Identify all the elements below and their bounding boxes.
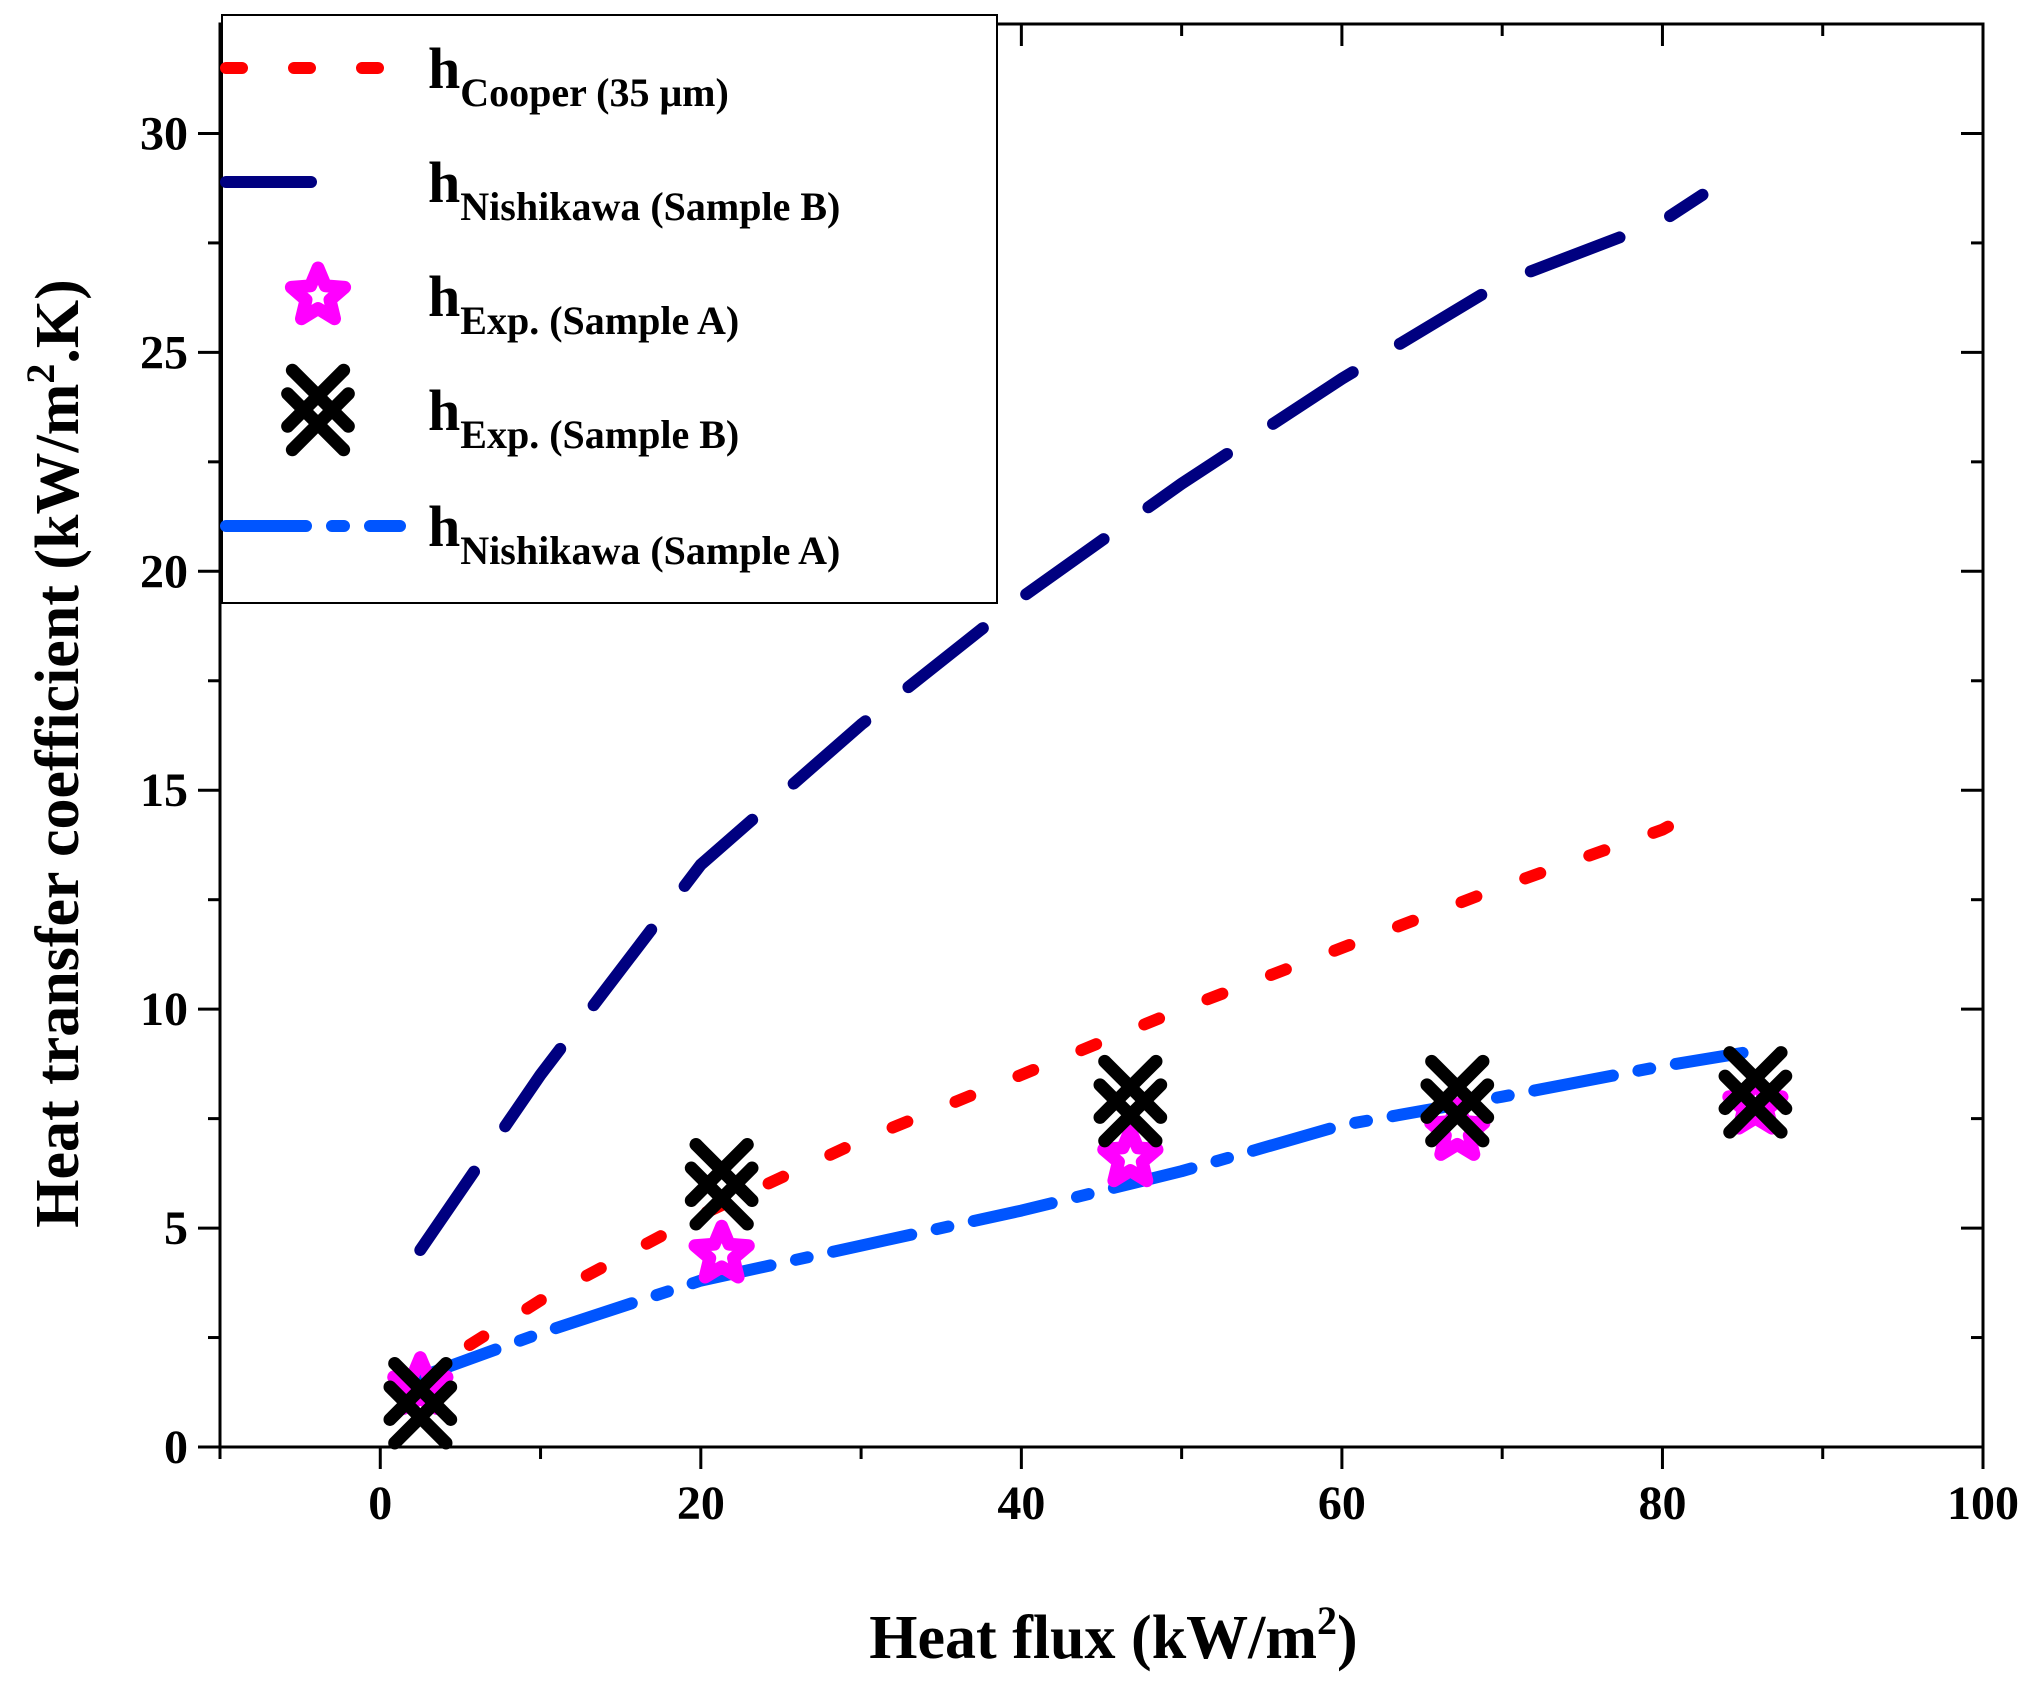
double-x-stroke [1098, 1078, 1168, 1148]
legend-label-exp-b: hExp. (Sample B) [428, 378, 739, 457]
y-tick-label: 20 [140, 545, 188, 598]
data-point-double-x [1420, 1054, 1495, 1148]
legend-swatch-exp-b [281, 363, 355, 457]
double-x-stroke [684, 1138, 754, 1208]
plot-frame [218, 22, 1985, 1449]
legend: hCooper (35 μm) hNishikawa (Sample B) hE… [220, 14, 998, 604]
legend-label-exp-a: hExp. (Sample A) [428, 264, 739, 343]
y-tick-label: 15 [140, 764, 188, 817]
double-x-stroke [388, 1380, 458, 1450]
legend-entry-exp-a: hExp. (Sample A) [284, 261, 739, 343]
data-point-double-x [383, 1356, 458, 1450]
y-tick-label: 10 [140, 983, 188, 1036]
double-x-stroke [285, 387, 355, 457]
legend-star-marker [284, 261, 352, 326]
y-tick-label: 30 [140, 107, 188, 160]
plot-series [383, 188, 1793, 1450]
series-line-nishikawa-sample-b- [414, 188, 1709, 1256]
legend-label-nishikawa-b: hNishikawa (Sample B) [428, 150, 840, 229]
double-x-stroke [1420, 1054, 1490, 1124]
double-x-stroke [689, 1161, 759, 1231]
legend-label-nishikawa-a: hNishikawa (Sample A) [428, 494, 840, 573]
legend-double-x-marker [281, 363, 355, 457]
x-tick-label: 100 [1947, 1477, 2019, 1530]
x-axis-label: Heat flux (kW/m2) [869, 1598, 1357, 1672]
legend-label-cooper: hCooper (35 μm) [428, 36, 729, 115]
y-tick-label: 0 [164, 1421, 188, 1474]
data-point-double-x [1093, 1054, 1168, 1148]
data-point-double-x [684, 1138, 759, 1231]
x-tick-label: 20 [677, 1477, 725, 1530]
legend-entry-cooper: hCooper (35 μm) [220, 36, 729, 115]
x-tick-label: 0 [368, 1477, 392, 1530]
legend-swatch-exp-a [284, 261, 352, 326]
double-x-stroke [383, 1356, 453, 1426]
legend-entry-exp-b: hExp. (Sample B) [281, 363, 739, 457]
data-point-star [688, 1219, 755, 1284]
series-line-cooper-35-m- [406, 806, 1701, 1388]
x-tick-label: 80 [1638, 1477, 1686, 1530]
y-tick-label: 25 [140, 326, 188, 379]
y-axis-label: Heat transfer coefficient (kW/m2.K) [18, 279, 92, 1228]
data-point-star [1424, 1097, 1491, 1161]
double-x-stroke [1093, 1054, 1163, 1124]
double-x-stroke [1718, 1046, 1788, 1116]
double-x-stroke [1723, 1069, 1793, 1139]
legend-entry-nishikawa-b: hNishikawa (Sample B) [220, 150, 840, 229]
y-tick-label: 5 [164, 1202, 188, 1255]
series-line-nishikawa-sample-a- [414, 1046, 1749, 1383]
x-tick-label: 40 [997, 1477, 1045, 1530]
legend-entry-nishikawa-a: hNishikawa (Sample A) [220, 494, 840, 573]
x-tick-label: 60 [1318, 1477, 1366, 1530]
data-point-star [1097, 1123, 1164, 1188]
double-x-stroke [1425, 1078, 1495, 1148]
double-x-stroke [281, 363, 351, 433]
data-point-double-x [1718, 1046, 1793, 1139]
legend-box [221, 14, 998, 604]
axis-ticks: 0 20 40 60 80 100 0 5 10 15 20 25 30 [140, 24, 2019, 1530]
